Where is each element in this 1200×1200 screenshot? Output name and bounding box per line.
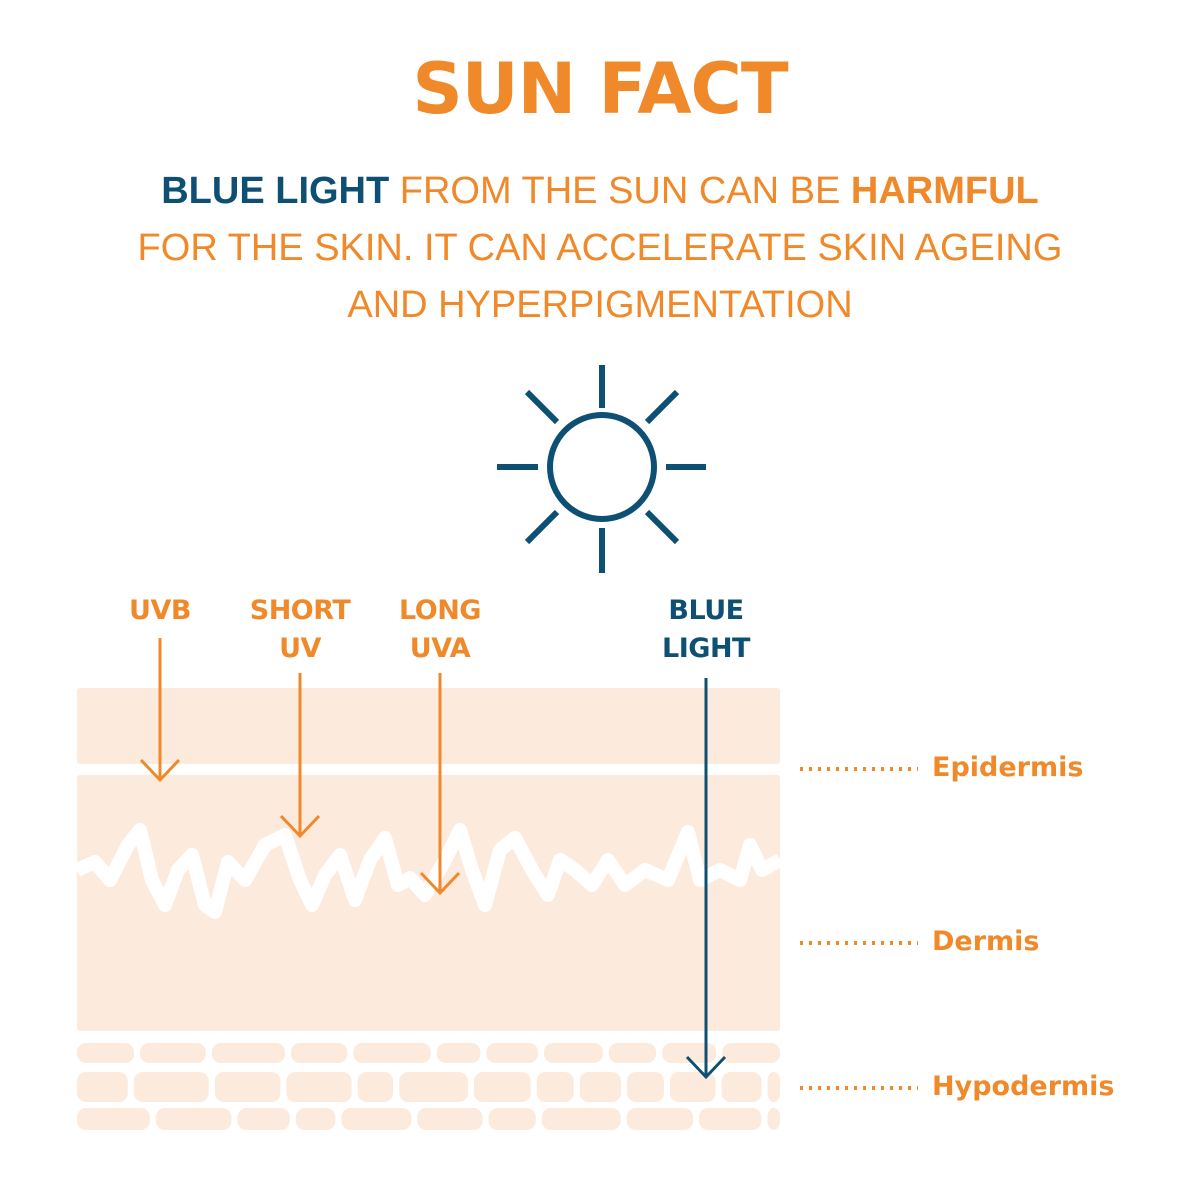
hypodermis-cell — [488, 1108, 536, 1130]
hypodermis-cell — [155, 1108, 232, 1130]
ray-label-uvb: UVB — [129, 595, 191, 626]
dermis-layer — [77, 775, 780, 1031]
hypodermis-cell — [295, 1108, 336, 1130]
hypodermis-cell — [290, 1043, 348, 1063]
ray-label-blue-light: BLUE LIGHT — [662, 595, 750, 664]
hypodermis-cell — [77, 1043, 135, 1063]
ray-label-long-uva: LONG UVA — [399, 595, 481, 664]
epidermis-layer — [77, 688, 780, 764]
label-epidermis: Epidermis — [932, 752, 1084, 783]
harmful-emphasis: HARMFUL — [850, 170, 1039, 212]
hypodermis-cell — [214, 1072, 281, 1102]
hypodermis-cell — [211, 1043, 285, 1063]
hypodermis-cell — [436, 1043, 481, 1063]
hypodermis-cell — [767, 1072, 780, 1102]
hypodermis-cell — [699, 1108, 762, 1130]
hypodermis-cell — [140, 1043, 206, 1063]
subtitle-line-3: AND HYPERPIGMENTATION — [347, 284, 853, 326]
hypodermis-cell — [536, 1072, 574, 1102]
ray-arrows — [139, 638, 727, 1080]
hypodermis-cell — [237, 1108, 290, 1130]
sun-icon — [497, 365, 706, 573]
hypodermis-cell — [626, 1108, 694, 1130]
hypodermis-cell — [662, 1043, 717, 1063]
hypodermis-cells — [77, 1043, 780, 1130]
subtitle-text: FROM THE SUN CAN BE — [389, 170, 851, 212]
hypodermis-cell — [543, 1043, 603, 1063]
hypodermis-cell — [341, 1108, 412, 1130]
label-dermis: Dermis — [932, 926, 1040, 957]
hypodermis-cell — [767, 1108, 780, 1130]
hypodermis-cell — [579, 1072, 622, 1102]
label-hypodermis: Hypodermis — [932, 1071, 1115, 1102]
ray-label-short-uv: SHORT UV — [249, 595, 351, 664]
hypodermis-cell — [608, 1043, 657, 1063]
hypodermis-cell — [77, 1072, 128, 1102]
hypodermis-cell — [473, 1072, 531, 1102]
arrow-long-uva — [419, 673, 461, 896]
hypodermis-cell — [357, 1072, 394, 1102]
subtitle-line-1: BLUE LIGHT FROM THE SUN CAN BE HARMFUL — [0, 163, 1200, 220]
hypodermis-cell — [721, 1072, 762, 1102]
arrow-blue-light — [685, 678, 727, 1080]
layer-leaders — [800, 767, 918, 1090]
hypodermis-cell — [669, 1072, 716, 1102]
hypodermis-cell — [353, 1043, 431, 1063]
hypodermis-cell — [417, 1108, 483, 1130]
arrow-uvb — [139, 638, 181, 783]
blue-light-emphasis: BLUE LIGHT — [161, 170, 390, 212]
hypodermis-cell — [541, 1108, 621, 1130]
hypodermis-cell — [399, 1072, 468, 1102]
arrow-short-uv — [279, 673, 321, 839]
page-title: SUN FACT — [412, 48, 788, 130]
hypodermis-cell — [486, 1043, 538, 1063]
hypodermis-cell — [77, 1108, 150, 1130]
hypodermis-cell — [627, 1072, 664, 1102]
hypodermis-cell — [133, 1072, 209, 1102]
dermal-junction-wave — [74, 823, 784, 919]
hypodermis-cell — [722, 1043, 780, 1063]
subtitle-line-2: FOR THE SKIN. IT CAN ACCELERATE SKIN AGE… — [137, 227, 1063, 269]
subtitle: BLUE LIGHT FROM THE SUN CAN BE HARMFUL F… — [0, 163, 1200, 334]
hypodermis-cell — [286, 1072, 352, 1102]
